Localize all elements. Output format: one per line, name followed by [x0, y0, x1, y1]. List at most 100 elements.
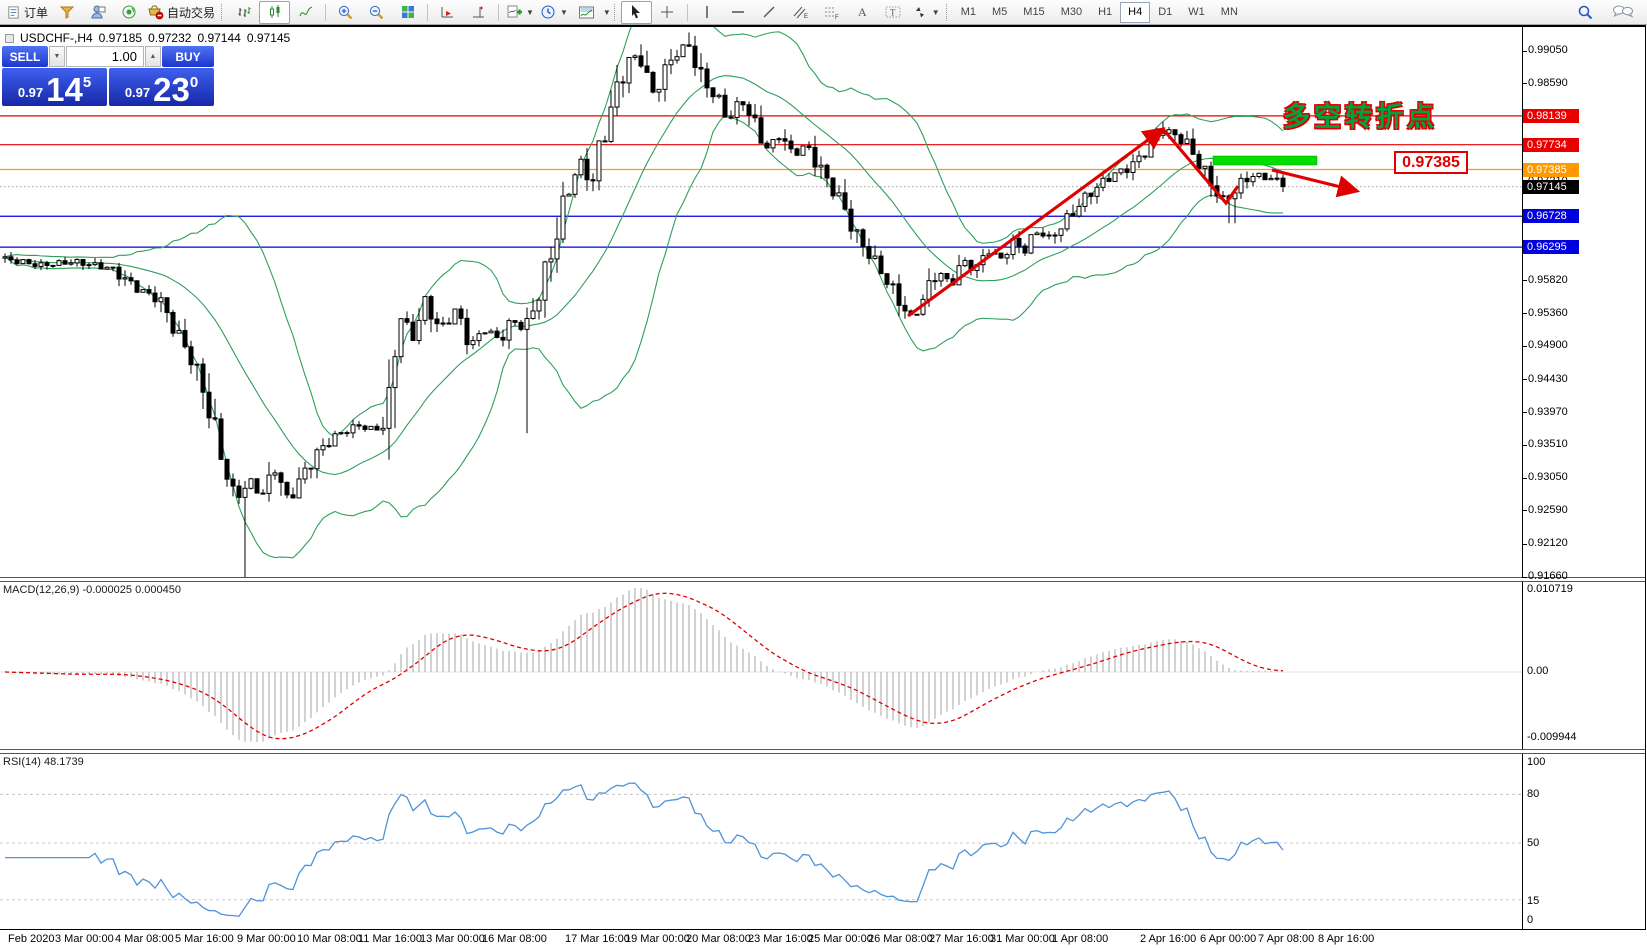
tile-windows-button[interactable] [392, 1, 423, 24]
vertical-line-button[interactable] [692, 1, 723, 24]
tf-w1[interactable]: W1 [1188, 6, 1205, 18]
time-axis-label: Feb 2020 [8, 933, 55, 945]
tf-m1[interactable]: M1 [960, 6, 976, 18]
rsi-axis-label: 50 [1527, 837, 1540, 849]
time-axis-label: 27 Mar 16:00 [929, 933, 994, 945]
arrows-icon [915, 7, 924, 18]
new-order-button[interactable]: 订单 [3, 1, 51, 24]
rsi-panel-splitter[interactable] [0, 749, 1646, 754]
bar-chart-button[interactable] [228, 1, 259, 24]
signal-button[interactable] [113, 1, 144, 24]
price-tick [1522, 412, 1527, 414]
templates-button[interactable] [571, 1, 602, 24]
text-label-button[interactable]: T [878, 1, 909, 24]
auto-scroll-icon [441, 7, 454, 18]
zoom-in-button[interactable] [330, 1, 361, 24]
toolbar-grip [945, 3, 950, 21]
fibonacci-button[interactable]: F [816, 1, 847, 24]
price-tick-label: 0.98590 [1528, 76, 1568, 89]
trendline-button[interactable] [754, 1, 785, 24]
template-icon [578, 6, 594, 18]
autotrade-button[interactable]: 自动交易 [144, 1, 218, 24]
line-chart-button[interactable] [290, 1, 321, 24]
zoom-out-icon [369, 5, 384, 19]
price-tick-label: 0.94900 [1528, 339, 1568, 352]
zoom-out-button[interactable] [361, 1, 392, 24]
price-tick [1522, 280, 1527, 282]
dropdown-caret[interactable]: ▼ [931, 7, 940, 17]
cursor-button[interactable] [620, 0, 652, 24]
candlestick-button[interactable] [259, 0, 291, 24]
funnel-button[interactable] [51, 1, 82, 24]
price-level-label: 0.97385 [1523, 162, 1579, 177]
time-axis-label: 10 Mar 08:00 [297, 933, 362, 945]
macd-panel-splitter[interactable] [0, 577, 1646, 582]
profile-icon [91, 5, 106, 19]
text-label-icon: T [885, 6, 901, 18]
buy-price-display[interactable]: 0.97 23 0 [109, 68, 214, 106]
rsi-axis-label: 0 [1527, 914, 1534, 926]
svg-text:T: T [890, 8, 896, 18]
sell-price-display[interactable]: 0.97 14 5 [2, 68, 107, 106]
equidistant-channel-button[interactable]: E [785, 1, 816, 24]
price-tick-label: 0.94430 [1528, 372, 1568, 385]
autotrade-icon [148, 5, 164, 20]
text-button[interactable]: A [847, 1, 878, 24]
sell-price-point: 5 [82, 74, 92, 91]
auto-scroll-button[interactable] [432, 1, 463, 24]
vertical-line-icon [706, 6, 708, 18]
periods-button[interactable]: ▼ [537, 1, 571, 24]
dropdown-caret[interactable]: ▼ [526, 7, 534, 17]
horizontal-line-button[interactable] [723, 1, 754, 24]
tf-h4[interactable]: H4 [1120, 1, 1151, 23]
funnel-icon [59, 6, 74, 19]
signal-icon [122, 5, 136, 19]
sell-button[interactable]: SELL [2, 46, 48, 67]
ohlc-close: 0.97145 [246, 31, 291, 45]
price-tick [1522, 345, 1527, 347]
dropdown-caret[interactable]: ▼ [602, 7, 611, 17]
ohlc-open: 0.97185 [98, 31, 143, 45]
buy-price-pips: 23 [153, 71, 190, 108]
horizontal-line-icon [732, 11, 745, 13]
chart-window-icon [5, 33, 14, 43]
price-tick-label: 0.91660 [1528, 570, 1568, 582]
chart-shift-button[interactable] [463, 1, 494, 24]
arrows-button[interactable]: ▼ [909, 1, 943, 24]
volume-input[interactable]: 1.00 [66, 46, 144, 67]
tf-mn[interactable]: MN [1220, 6, 1238, 18]
indicators-button[interactable]: ▼ [503, 1, 537, 24]
crosshair-button[interactable] [652, 1, 683, 24]
chart-shift-icon [473, 6, 485, 18]
time-axis-label: 25 Mar 00:00 [808, 933, 873, 945]
volume-decrease-button[interactable]: ▼ [49, 46, 65, 67]
toolbar-separator [498, 3, 500, 21]
tf-m5[interactable]: M5 [992, 6, 1008, 18]
tf-m30[interactable]: M30 [1060, 6, 1083, 18]
rsi-axis-label: 100 [1527, 756, 1546, 768]
search-button[interactable] [1570, 1, 1601, 24]
time-axis-label: 9 Mar 00:00 [237, 933, 296, 945]
time-axis-label: 2 Apr 16:00 [1140, 933, 1197, 945]
price-tick-label: 0.93510 [1528, 438, 1568, 451]
time-axis-label: 20 Mar 08:00 [686, 933, 751, 945]
time-axis-label: 1 Apr 08:00 [1052, 933, 1109, 945]
price-tick-label: 0.99050 [1528, 44, 1568, 56]
autotrade-label: 自动交易 [167, 5, 216, 20]
price-tick [1522, 313, 1527, 315]
price-level-label: 0.97145 [1523, 179, 1579, 194]
tf-m15[interactable]: M15 [1023, 6, 1045, 18]
price-tick [1522, 379, 1527, 381]
tf-d1[interactable]: D1 [1158, 6, 1173, 18]
tf-h1[interactable]: H1 [1098, 6, 1113, 18]
volume-increase-button[interactable]: ▲ [145, 46, 161, 67]
rsi-axis-label: 15 [1527, 895, 1540, 907]
time-axis-label: 23 Mar 16:00 [748, 933, 813, 945]
buy-button[interactable]: BUY [162, 46, 214, 67]
profile-button[interactable] [82, 1, 113, 24]
chat-button[interactable] [1607, 1, 1638, 24]
dropdown-caret[interactable]: ▼ [559, 7, 568, 17]
time-axis-label: 11 Mar 16:00 [358, 933, 423, 945]
time-axis-label: 31 Mar 00:00 [990, 933, 1055, 945]
